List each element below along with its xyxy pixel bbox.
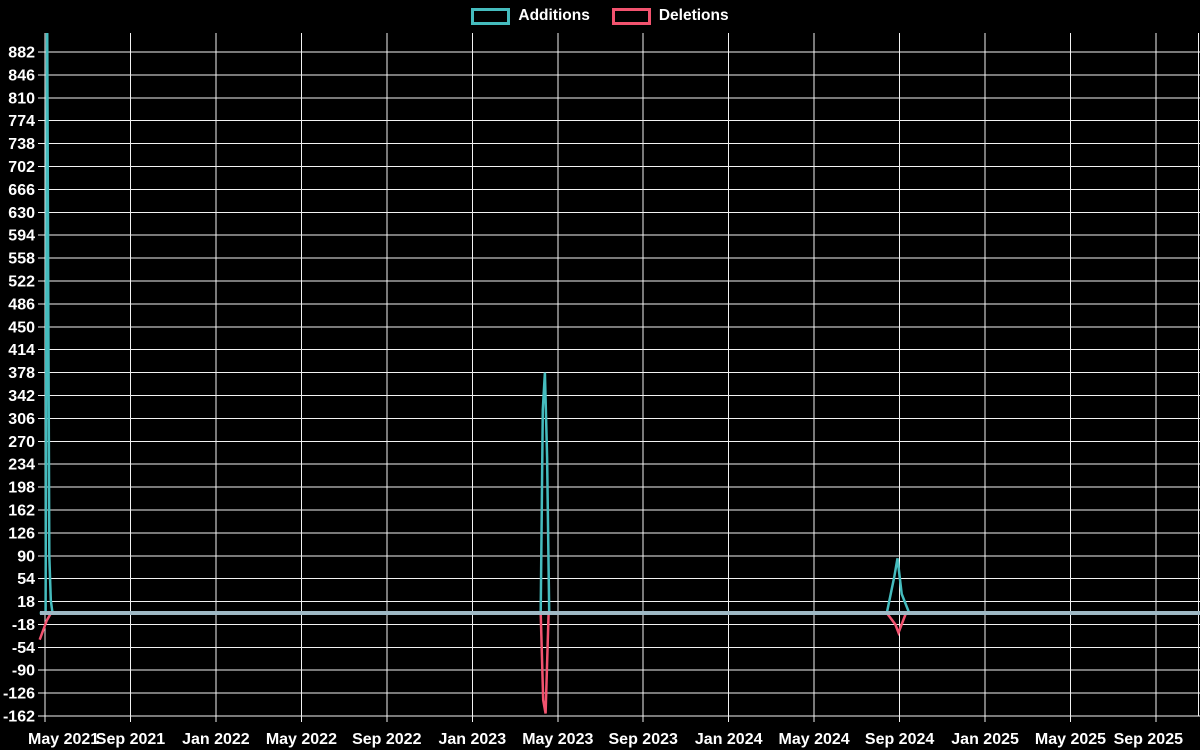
x-tick-label: May 2025 [1035,731,1106,748]
y-tick-label: 702 [8,159,35,176]
y-tick-label: 90 [17,548,35,565]
y-tick-label: -90 [12,663,35,680]
y-tick-label: 18 [17,594,35,611]
y-tick-label: 774 [8,113,35,130]
y-tick-label: 162 [8,503,35,520]
y-tick-label: -126 [3,686,35,703]
y-tick-label: 558 [8,251,35,268]
y-tick-label: 630 [8,205,35,222]
legend-label-additions: Additions [518,7,590,24]
x-tick-label: May 2023 [522,731,593,748]
horizontal-gridlines [38,51,1200,717]
x-tick-label: May 2021 [28,731,99,748]
x-tick-label: Sep 2023 [609,731,678,748]
x-tick-label: Jan 2023 [438,731,506,748]
y-tick-label: 594 [8,228,35,245]
x-tick-label: May 2022 [266,731,337,748]
legend-label-deletions: Deletions [658,7,729,24]
y-tick-label: 234 [8,457,35,474]
y-tick-label: 54 [17,571,35,588]
legend: Additions Deletions [0,7,1200,25]
y-tick-label: 126 [8,525,35,542]
y-tick-label: -18 [12,617,35,634]
x-tick-label: Jan 2024 [695,731,763,748]
y-tick-label: 486 [8,296,35,313]
y-tick-label: 342 [8,388,35,405]
y-tick-label: 810 [8,90,35,107]
x-tick-label: Jan 2022 [182,731,250,748]
y-axis-labels: 882 846 810 774 738 702 666 630 594 558 522 486 450 4… [3,45,35,726]
y-tick-label: 882 [8,45,35,62]
x-tick-label: Sep 2024 [865,731,934,748]
y-tick-label: 450 [8,319,35,336]
deletions-line [38,611,1200,714]
legend-item-additions[interactable]: Additions [471,7,590,25]
additions-swatch-icon [471,7,511,25]
y-tick-label: 846 [8,67,35,84]
y-tick-label: -54 [12,640,35,657]
y-tick-label: 414 [8,342,35,359]
y-tick-label: 306 [8,411,35,428]
y-tick-label: 522 [8,274,35,291]
x-tick-label: May 2024 [779,731,850,748]
y-tick-label: 666 [8,182,35,199]
vertical-gridlines [44,33,1199,722]
x-tick-label: Sep 2021 [96,731,165,748]
deletions-swatch-icon [611,7,651,25]
legend-item-deletions[interactable]: Deletions [611,7,729,25]
x-tick-label: Sep 2022 [352,731,421,748]
x-tick-label: Sep 2025 [1114,731,1183,748]
y-tick-label: 198 [8,480,35,497]
x-tick-label: Jan 2025 [951,731,1019,748]
y-tick-label: 270 [8,434,35,451]
y-tick-label: 378 [8,365,35,382]
y-tick-label: -162 [3,709,35,726]
y-tick-label: 738 [8,136,35,153]
additions-line [39,33,1200,615]
